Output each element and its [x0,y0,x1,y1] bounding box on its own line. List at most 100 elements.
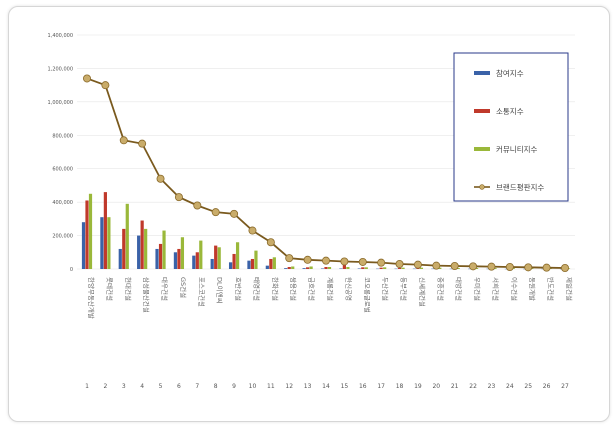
category-name-label: 이수건설 [510,277,519,301]
bar-17-커뮤니티지수 [383,267,387,269]
legend-marker [479,184,485,190]
x-axis-ticks: 1 2 3 4 5 6 7 8 9 10 11 12 13 14 15 16 17 18 19 20 21 22 23 24 2… [85,383,569,390]
category-name-label: 쌍용건설 [289,277,298,301]
legend-label: 소통지수 [496,107,524,116]
line-point-17 [377,258,386,267]
bars [81,192,571,270]
category-name-label: 제일건설 [565,277,574,301]
bar-15-소통지수 [342,264,346,269]
category-name-label: 현대건설 [124,277,133,301]
bar-5-커뮤니티지수 [162,230,166,269]
category-name-label: 한화건설 [271,277,280,301]
line-point-25 [524,263,533,272]
bar-6-커뮤니티지수 [180,237,185,269]
bar-22-커뮤니티지수 [474,267,479,269]
y-tick-label: 800,000 [52,133,73,139]
x-tick-label: 9 [232,383,236,390]
line-point-5 [156,174,165,183]
line-point-3 [119,136,128,145]
legend-label: 브랜드평판지수 [496,182,544,192]
y-tick-label: 1,200,000 [48,66,73,72]
x-tick-label: 21 [451,383,459,390]
line-point-23 [487,262,496,271]
line-series [83,74,570,272]
y-tick-label: 600,000 [52,167,73,173]
line-point-8 [211,208,220,217]
legend-swatch [474,71,490,75]
line-point-18 [395,259,404,268]
bar-3-커뮤니티지수 [125,203,129,269]
line-point-6 [174,193,183,202]
x-tick-label: 8 [214,383,218,390]
x-tick-label: 23 [488,383,496,390]
bar-8-커뮤니티지수 [217,247,221,269]
x-tick-label: 6 [177,383,181,390]
line-point-20 [432,261,441,270]
bar-19-커뮤니티지수 [419,267,424,269]
bar-18-커뮤니티지수 [401,267,405,269]
line-point-10 [248,226,257,235]
line-point-7 [193,201,202,210]
category-name-label: 호반건설 [234,277,243,301]
x-tick-label: 19 [414,383,422,390]
bar-7-참여지수 [192,255,196,269]
y-tick-label: 400,000 [52,200,73,206]
line-point-9 [230,209,239,218]
x-tick-label: 4 [140,383,144,390]
bar-14-커뮤니티지수 [327,266,332,269]
x-tick-label: 10 [249,383,257,390]
category-name-label: 태영건설 [252,277,261,301]
legend-swatch [474,147,490,151]
y-tick-label: 1,400,000 [48,33,73,39]
bar-1-커뮤니티지수 [88,193,93,269]
bar-9-참여지수 [228,262,233,269]
bar-16-참여지수 [357,268,361,269]
bar-7-커뮤니티지수 [199,240,203,269]
bar-13-참여지수 [302,268,306,269]
category-name-label: 계룡건설 [326,277,335,301]
bar-15-참여지수 [339,268,343,269]
bar-16-소통지수 [361,267,365,269]
line-point-26 [542,263,551,272]
y-tick-label: 200,000 [52,234,73,240]
line-point-22 [469,262,478,271]
bar-4-소통지수 [140,220,144,269]
bar-17-소통지수 [379,267,383,269]
bar-12-커뮤니티지수 [291,266,295,269]
x-tick-label: 13 [304,383,312,390]
bar-4-참여지수 [137,235,141,269]
line-point-15 [340,257,349,266]
legend-label: 참여지수 [496,68,524,78]
line-point-21 [450,261,459,270]
x-tick-label: 14 [322,383,330,390]
line-point-4 [138,139,147,148]
bar-5-참여지수 [155,248,159,269]
bar-10-커뮤니티지수 [254,250,258,269]
bar-16-커뮤니티지수 [364,267,368,269]
category-name-label: 포스코건설 [197,277,206,307]
bar-2-소통지수 [103,192,107,269]
bar-10-소통지수 [250,258,255,269]
gridlines [77,34,575,270]
bar-5-소통지수 [158,243,163,269]
category-name-label: 금호건설 [308,277,317,301]
y-tick-label: 1,000,000 [48,100,73,106]
legend-label: 커뮤니티지수 [496,145,537,154]
y-tick-label: 0 [70,267,73,273]
bar-2-참여지수 [100,217,104,269]
x-tick-label: 7 [195,383,199,390]
x-tick-label: 11 [267,383,275,390]
bar-12-참여지수 [284,268,288,269]
x-tick-label: 27 [561,383,569,390]
category-name-label: 코오롱글로벌 [363,277,372,313]
bar-21-커뮤니티지수 [456,267,460,269]
category-name-label: 중흥건설 [436,277,445,301]
category-name-label: DL이앤씨 [216,277,225,304]
line-point-27 [561,263,570,272]
bar-2-커뮤니티지수 [107,217,111,269]
x-tick-label: 15 [341,383,349,390]
bar-3-참여지수 [118,248,122,269]
category-name-label: GS건설 [179,277,188,298]
bar-11-소통지수 [269,258,273,269]
